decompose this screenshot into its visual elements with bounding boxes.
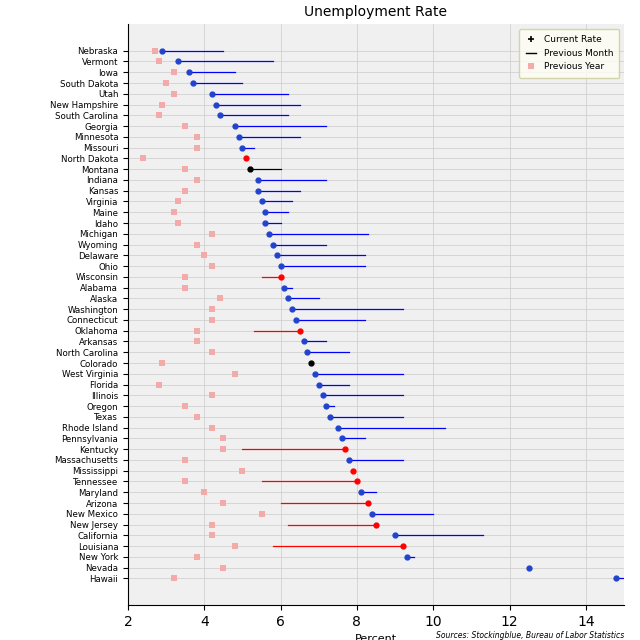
- Legend: Current Rate, Previous Month, Previous Year: Current Rate, Previous Month, Previous Y…: [519, 29, 620, 77]
- Text: Sources: Stockingblue, Bureau of Labor Statistics: Sources: Stockingblue, Bureau of Labor S…: [436, 631, 624, 640]
- Title: Unemployment Rate: Unemployment Rate: [305, 5, 447, 19]
- X-axis label: Percent: Percent: [355, 634, 397, 640]
